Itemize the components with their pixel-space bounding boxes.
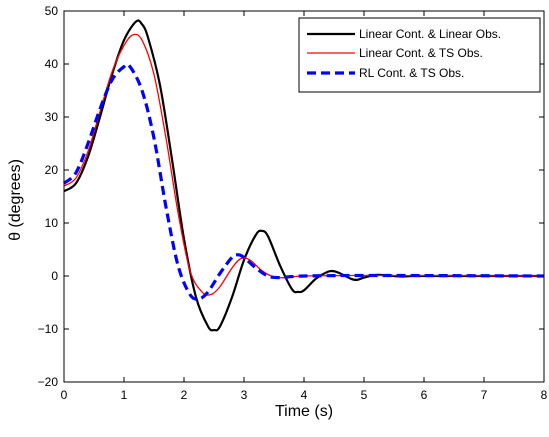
x-axis-label: Time (s) (275, 403, 333, 420)
legend-label-linear-ts: Linear Cont. & TS Obs. (359, 46, 483, 60)
y-tick-label: 40 (45, 57, 59, 71)
x-tick-label: 5 (361, 388, 368, 402)
y-tick-label: −10 (38, 322, 59, 336)
y-tick-label: 10 (45, 216, 59, 230)
y-tick-label: 0 (51, 269, 58, 283)
series-line-2 (62, 62, 545, 301)
x-tick-label: 0 (61, 388, 68, 402)
plot-area-frame (63, 10, 545, 383)
x-tick-label: 2 (181, 388, 188, 402)
x-tick-label: 3 (241, 388, 248, 402)
legend-label-rl-ts: RL Cont. & TS Obs. (359, 66, 464, 80)
legend: Linear Cont. & Linear Obs. Linear Cont. … (298, 17, 541, 93)
x-tick-label: 4 (301, 388, 308, 402)
y-tick-label: 30 (45, 110, 59, 124)
y-axis-label: θ (degrees) (7, 159, 24, 241)
y-tick-label: −20 (38, 375, 59, 389)
y-tick-label: 20 (45, 163, 59, 177)
legend-label-linear-linear: Linear Cont. & Linear Obs. (359, 27, 501, 41)
series-layer (62, 19, 545, 332)
y-tick-label: 50 (45, 4, 59, 18)
x-tick-label: 1 (121, 388, 128, 402)
x-tick-label: 6 (421, 388, 428, 402)
x-tick-label: 7 (481, 388, 488, 402)
x-tick-label: 8 (541, 388, 548, 402)
series-line-0 (63, 19, 544, 332)
tick-labels-layer: 0 1 2 3 4 5 6 7 8 −20 −10 0 10 20 30 40 50 (38, 4, 548, 402)
legend-box (298, 17, 541, 93)
